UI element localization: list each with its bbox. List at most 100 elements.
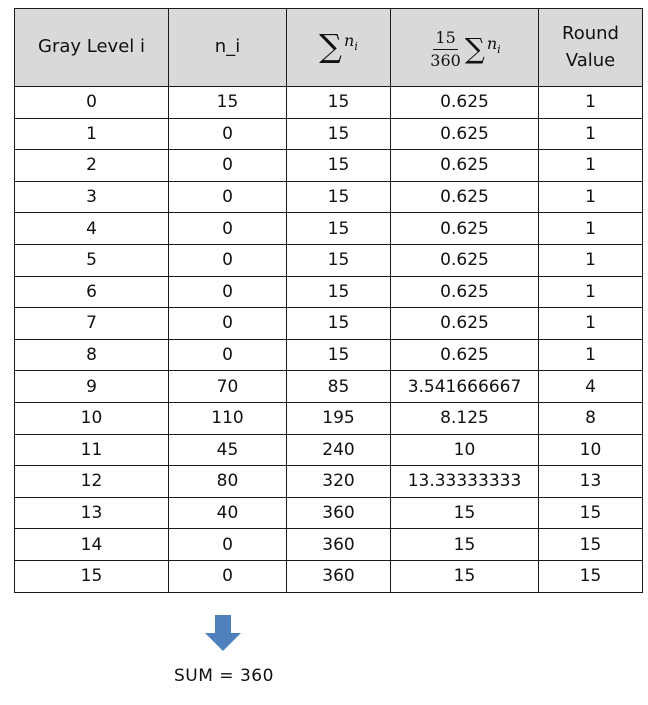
table-row: 4 0 15 0.625 1 [14, 212, 643, 245]
sum-variable-n: n [344, 30, 355, 50]
header-gray-level: Gray Level i [14, 8, 169, 87]
cell-scaled-sum: 0.625 [390, 86, 539, 119]
table-row: 15 0 360 15 15 [14, 559, 643, 593]
cell-round-value: 15 [538, 559, 643, 593]
cell-round-value: 8 [538, 401, 643, 435]
cell-round-value: 1 [538, 180, 643, 214]
cell-scaled-sum: 0.625 [390, 180, 539, 214]
fraction-denominator: 360 [430, 50, 461, 70]
cell-round-value: 10 [538, 433, 643, 467]
cell-cumulative-sum: 15 [286, 212, 391, 245]
cell-cumulative-sum: 15 [286, 307, 391, 340]
cell-cumulative-sum: 15 [286, 275, 391, 309]
cell-cumulative-sum: 360 [286, 559, 391, 593]
cell-cumulative-sum: 15 [286, 149, 391, 182]
arrow-down-shape [205, 615, 241, 651]
scaled-sum-formula: 15 360 ∑ ni [428, 28, 500, 69]
table-row: 12 80 320 13.33333333 13 [14, 465, 643, 498]
cell-gray-level: 7 [14, 307, 169, 340]
cell-round-value: 1 [538, 212, 643, 245]
cell-scaled-sum: 15 [390, 528, 539, 561]
cell-round-value: 1 [538, 338, 643, 372]
cell-n-i: 0 [168, 307, 287, 340]
cell-gray-level: 6 [14, 275, 169, 309]
fraction: 15 360 [428, 28, 463, 69]
header-n-i: n_i [168, 8, 287, 87]
table-row: 10 110 195 8.125 8 [14, 401, 643, 435]
table-row: 14 0 360 15 15 [14, 528, 643, 561]
cell-gray-level: 12 [14, 465, 169, 498]
cell-scaled-sum: 0.625 [390, 243, 539, 277]
header-scaled-sum: 15 360 ∑ ni [390, 8, 539, 87]
cell-n-i: 0 [168, 275, 287, 309]
header-cumulative-sum: ∑ ni [286, 8, 391, 87]
header-round-line2: Value [565, 49, 616, 71]
cell-cumulative-sum: 320 [286, 465, 391, 498]
cell-scaled-sum: 0.625 [390, 117, 539, 151]
cell-cumulative-sum: 15 [286, 117, 391, 151]
cell-n-i: 110 [168, 401, 287, 435]
cell-n-i: 0 [168, 528, 287, 561]
cell-cumulative-sum: 360 [286, 496, 391, 530]
table-row: 2 0 15 0.625 1 [14, 149, 643, 182]
table-row: 3 0 15 0.625 1 [14, 180, 643, 214]
cell-scaled-sum: 0.625 [390, 275, 539, 309]
cell-scaled-sum: 10 [390, 433, 539, 467]
sigma-symbol: ∑ [319, 26, 342, 65]
cell-scaled-sum: 8.125 [390, 401, 539, 435]
cell-gray-level: 5 [14, 243, 169, 277]
cell-gray-level: 11 [14, 433, 169, 467]
table-row: 11 45 240 10 10 [14, 433, 643, 467]
header-round-value: Round Value [538, 8, 643, 87]
table-row: 6 0 15 0.625 1 [14, 275, 643, 309]
cell-cumulative-sum: 85 [286, 370, 391, 403]
cell-gray-level: 0 [14, 86, 169, 119]
scaled-sum-variable-n: n [486, 33, 498, 53]
cell-cumulative-sum: 15 [286, 86, 391, 119]
arrow-down-icon [205, 615, 241, 651]
cell-n-i: 45 [168, 433, 287, 467]
cell-n-i: 0 [168, 180, 287, 214]
histogram-table-container: Gray Level i n_i ∑ ni 15 360 ∑ [14, 8, 643, 593]
cell-round-value: 1 [538, 307, 643, 340]
cell-n-i: 0 [168, 243, 287, 277]
cell-n-i: 0 [168, 117, 287, 151]
cumulative-sum-formula: ∑ ni [319, 30, 358, 62]
table-header-row: Gray Level i n_i ∑ ni 15 360 ∑ [14, 8, 643, 87]
cell-scaled-sum: 13.33333333 [390, 465, 539, 498]
cell-gray-level: 14 [14, 528, 169, 561]
table-row: 13 40 360 15 15 [14, 496, 643, 530]
cell-round-value: 4 [538, 370, 643, 403]
cell-gray-level: 10 [14, 401, 169, 435]
scaled-sum-variable: ni [487, 32, 501, 58]
cell-gray-level: 15 [14, 559, 169, 593]
cell-gray-level: 3 [14, 180, 169, 214]
cell-round-value: 1 [538, 86, 643, 119]
table-row: 5 0 15 0.625 1 [14, 243, 643, 277]
histogram-equalization-table: Gray Level i n_i ∑ ni 15 360 ∑ [14, 8, 643, 593]
sum-variable: ni [344, 29, 358, 55]
cell-n-i: 0 [168, 559, 287, 593]
cell-cumulative-sum: 360 [286, 528, 391, 561]
cell-round-value: 15 [538, 496, 643, 530]
cell-cumulative-sum: 195 [286, 401, 391, 435]
cell-n-i: 15 [168, 86, 287, 119]
sum-variable-subscript: i [354, 40, 358, 54]
cell-round-value: 1 [538, 243, 643, 277]
sigma-symbol-scaled: ∑ [464, 32, 485, 65]
cell-n-i: 40 [168, 496, 287, 530]
cell-scaled-sum: 0.625 [390, 307, 539, 340]
cell-scaled-sum: 0.625 [390, 338, 539, 372]
table-row: 0 15 15 0.625 1 [14, 86, 643, 119]
table-body: 0 15 15 0.625 1 1 0 15 0.625 1 2 0 15 0.625 1 3 0 15 0.625… [14, 86, 643, 593]
scaled-sum-variable-subscript: i [497, 43, 501, 57]
cell-scaled-sum: 3.541666667 [390, 370, 539, 403]
table-row: 1 0 15 0.625 1 [14, 117, 643, 151]
cell-n-i: 0 [168, 149, 287, 182]
fraction-numerator: 15 [433, 28, 458, 50]
cell-round-value: 15 [538, 528, 643, 561]
cell-scaled-sum: 15 [390, 496, 539, 530]
cell-round-value: 1 [538, 275, 643, 309]
cell-cumulative-sum: 240 [286, 433, 391, 467]
cell-gray-level: 1 [14, 117, 169, 151]
